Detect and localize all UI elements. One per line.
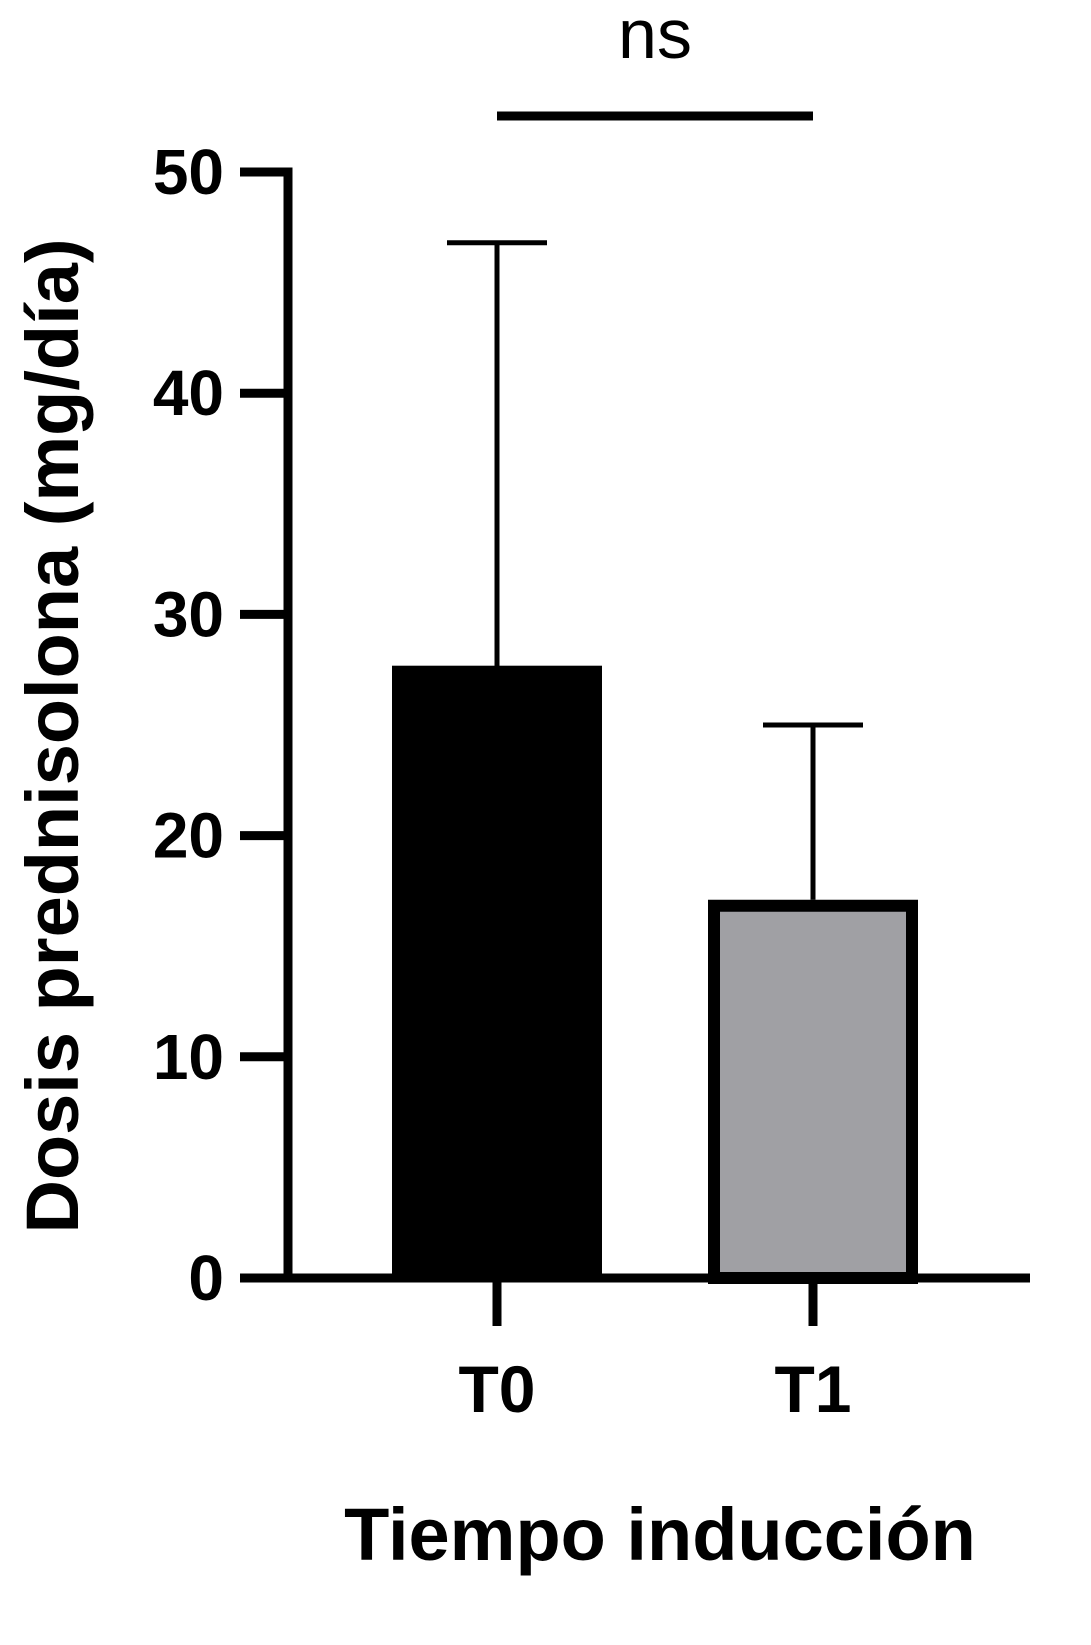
- bars: [392, 665, 918, 1284]
- y-tick-label-30: 30: [153, 578, 224, 650]
- y-tick-label-40: 40: [153, 357, 224, 429]
- y-tick-label-20: 20: [153, 800, 224, 872]
- significance-annotation: ns: [497, 0, 813, 121]
- y-tick-label-50: 50: [153, 136, 224, 208]
- bar-T0: [392, 669, 602, 1278]
- x-tick-label-T1: T1: [774, 1352, 851, 1426]
- x-axis-ticks: [492, 1278, 818, 1326]
- error-bars: [447, 240, 863, 900]
- x-axis-tick-labels: T0 T1: [458, 1352, 851, 1426]
- x-axis-title: Tiempo inducción: [344, 1493, 976, 1576]
- x-tick-label-T0: T0: [458, 1352, 535, 1426]
- y-axis-tick-labels: 0 10 20 30 40 50: [153, 136, 224, 1314]
- y-axis-title: Dosis prednisolona (mg/día): [11, 239, 94, 1234]
- axes: [283, 167, 1030, 1283]
- bar-T1: [708, 899, 918, 1284]
- y-tick-label-10: 10: [153, 1021, 224, 1093]
- y-axis-ticks: [240, 167, 288, 1283]
- y-tick-label-0: 0: [188, 1242, 224, 1314]
- significance-label: ns: [618, 0, 692, 73]
